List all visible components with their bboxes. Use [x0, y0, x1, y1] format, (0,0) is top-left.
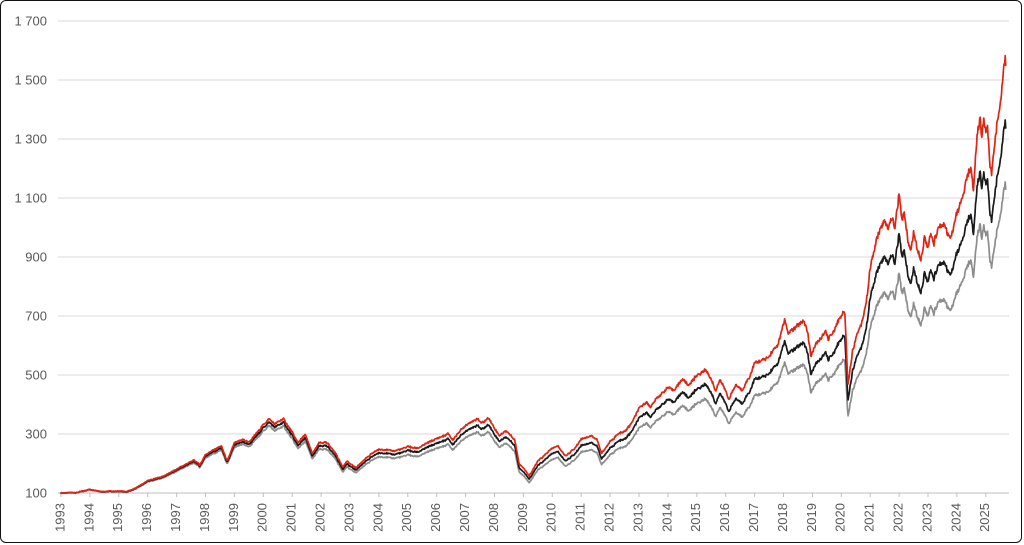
x-axis-tick-label: 2018	[775, 503, 790, 532]
x-axis-ticks	[60, 493, 987, 497]
y-axis-tick-label: 100	[25, 486, 47, 501]
x-axis-tick-label: 2012	[602, 503, 617, 532]
series-black-line	[60, 119, 1007, 495]
x-axis-tick-label: 2009	[515, 503, 530, 532]
x-axis-tick-label: 2014	[659, 503, 674, 532]
x-axis-tick-label: 2024	[948, 503, 963, 532]
x-axis-tick-label: 2007	[457, 503, 472, 532]
series-gray-line	[60, 181, 1007, 495]
x-axis-tick-label: 2019	[804, 503, 819, 532]
x-axis-tick-label: 1998	[197, 503, 212, 532]
y-axis-tick-label: 700	[25, 309, 47, 324]
x-axis-tick-label: 2016	[717, 503, 732, 532]
x-axis-tick-label: 2023	[919, 503, 934, 532]
y-axis-tick-label: 1 500	[14, 73, 47, 88]
x-axis-tick-label: 2011	[573, 503, 588, 531]
x-axis-tick-label: 2002	[313, 503, 328, 532]
x-axis-tick-label: 2005	[399, 503, 414, 532]
x-axis-tick-label: 2022	[891, 503, 906, 532]
y-axis-tick-label: 500	[25, 368, 47, 383]
x-axis-tick-label: 2025	[977, 503, 992, 532]
x-axis-tick-label: 1993	[52, 503, 67, 532]
x-axis-tick-label: 2006	[428, 503, 443, 532]
x-axis-tick-label: 2013	[630, 503, 645, 532]
x-axis-tick-label: 2021	[862, 503, 877, 532]
y-axis-tick-label: 300	[25, 427, 47, 442]
x-axis-tick-label: 1996	[139, 503, 154, 532]
x-axis-tick-label: 2010	[544, 503, 559, 532]
x-axis-tick-label: 2015	[688, 503, 703, 532]
x-axis-tick-label: 2003	[341, 503, 356, 532]
y-axis-tick-label: 1 100	[14, 191, 47, 206]
y-axis-labels: 100 300 500 700 900 1 100 1 300 1 500 1 700	[14, 14, 47, 501]
x-axis-tick-label: 2017	[746, 503, 761, 532]
x-axis-tick-label: 2020	[833, 503, 848, 532]
x-axis-tick-label: 2004	[370, 503, 385, 532]
y-axis-tick-label: 1 700	[14, 14, 47, 29]
x-axis-tick-label: 2008	[486, 503, 501, 532]
x-axis-tick-label: 1999	[226, 503, 241, 532]
gridlines	[58, 20, 1009, 494]
y-axis-tick-label: 1 300	[14, 132, 47, 147]
x-axis-tick-label: 1995	[110, 503, 125, 532]
x-axis-tick-label: 2000	[255, 503, 270, 532]
y-axis-tick-label: 900	[25, 250, 47, 265]
x-axis-tick-label: 2001	[284, 503, 299, 532]
x-axis-tick-label: 1994	[81, 503, 96, 532]
series-red-line	[60, 54, 1007, 495]
x-axis-labels: 1993 1994 1995 1996 1997 1998 1999 2000 2001 2002…	[52, 503, 992, 532]
x-axis-tick-label: 1997	[168, 503, 183, 532]
